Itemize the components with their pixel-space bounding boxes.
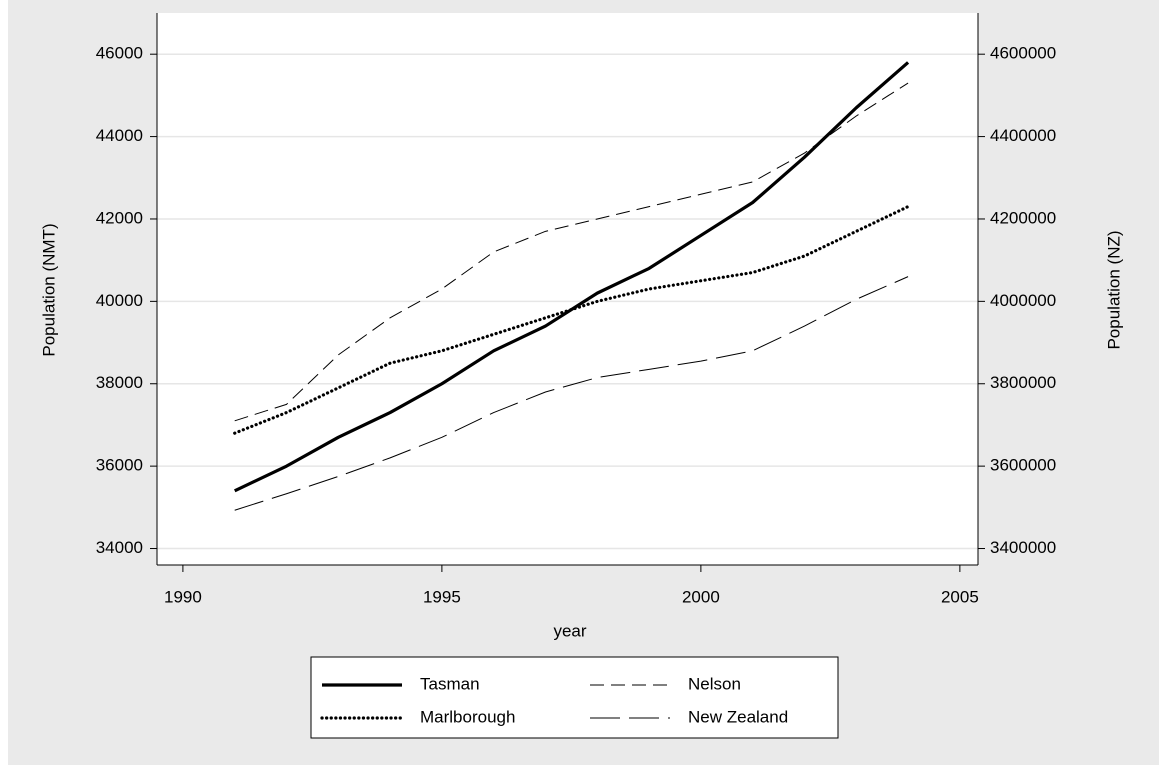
y2-tick-label: 4000000 [990, 291, 1056, 310]
line-series [234, 82, 909, 422]
y-tick-label: 38000 [96, 373, 143, 392]
x-tick-label: 2005 [941, 587, 979, 606]
y-tick-label: 46000 [96, 44, 143, 63]
plot-area [157, 13, 978, 565]
y2-tick-label: 4400000 [990, 126, 1056, 145]
y2-axis-title: Population (NZ) [1104, 230, 1123, 349]
y2-tick-label: 4600000 [990, 44, 1056, 63]
y2-tick-label: 3600000 [990, 456, 1056, 475]
legend-label: New Zealand [688, 707, 788, 726]
x-tick-label: 1995 [423, 587, 461, 606]
x-tick-label: 2000 [682, 587, 720, 606]
y2-tick-label: 3400000 [990, 538, 1056, 557]
y-tick-label: 42000 [96, 208, 143, 227]
legend [310, 656, 839, 739]
legend-label: Tasman [420, 674, 480, 693]
y-tick-label: 40000 [96, 291, 143, 310]
y-tick-label: 44000 [96, 126, 143, 145]
x-tick-label: 1990 [164, 587, 202, 606]
y-axis-title: Population (NMT) [39, 223, 58, 356]
y2-tick-label: 4200000 [990, 208, 1056, 227]
y-tick-label: 34000 [96, 538, 143, 557]
y-tick-label: 36000 [96, 456, 143, 475]
x-axis-title: year [553, 621, 586, 640]
y2-tick-label: 3800000 [990, 373, 1056, 392]
line-series [233, 205, 910, 435]
legend-label: Marlborough [420, 707, 515, 726]
line-series [234, 276, 909, 511]
legend-label: Nelson [688, 674, 741, 693]
